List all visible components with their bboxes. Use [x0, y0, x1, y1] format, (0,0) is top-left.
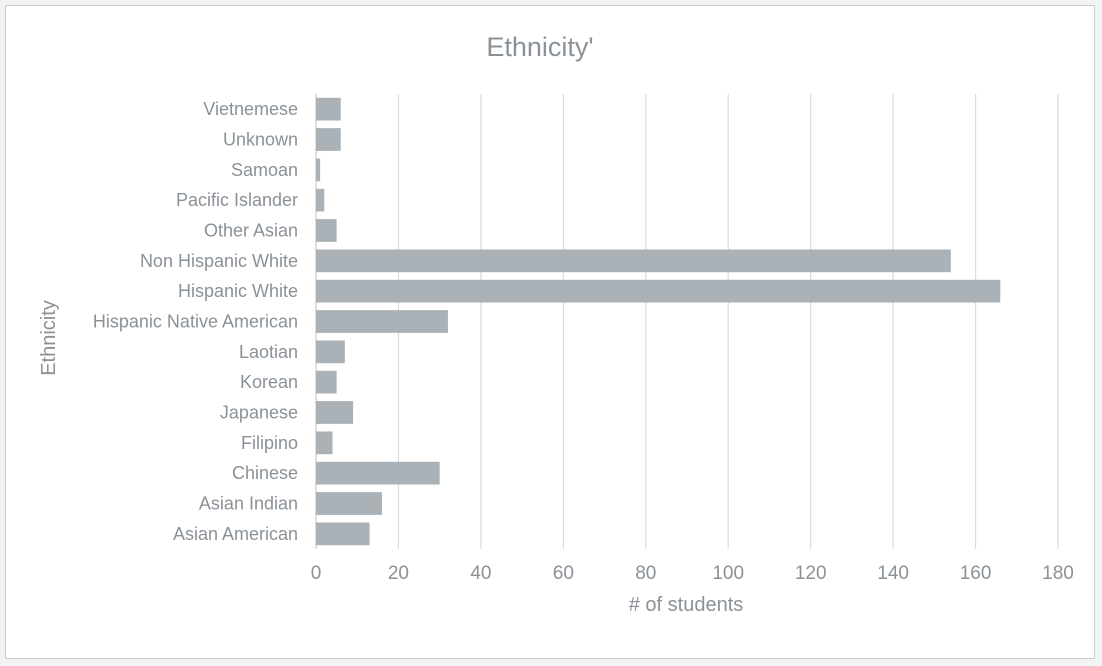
x-tick-label: 120 — [795, 563, 827, 584]
x-tick-label: 100 — [712, 563, 744, 584]
bar — [316, 249, 951, 273]
bar — [316, 128, 341, 151]
bars — [316, 97, 1001, 546]
category-labels: Vietnemese Unknown Samoan Pacific Islander O… — [93, 99, 298, 544]
category-label: Korean — [240, 372, 298, 392]
bar — [316, 97, 341, 121]
x-tick-label: 80 — [635, 563, 656, 584]
category-label: Pacific Islander — [176, 190, 298, 210]
category-label: Hispanic White — [178, 281, 298, 301]
category-label: Non Hispanic White — [140, 251, 298, 271]
category-label: Asian Indian — [199, 494, 298, 514]
y-axis-title: Ethnicity — [38, 300, 60, 376]
bar — [316, 188, 325, 212]
x-tick-label: 40 — [470, 563, 491, 584]
x-tick-label: 20 — [388, 563, 409, 584]
bar — [316, 370, 337, 394]
x-tick-label: 0 — [311, 563, 322, 584]
bar — [316, 219, 337, 242]
bar — [316, 461, 440, 485]
bar — [316, 522, 370, 546]
bar — [316, 401, 354, 424]
bar — [316, 158, 321, 182]
bar-chart: Ethnicity' Vietnemese Unknown Samoan Pacifi… — [38, 32, 1074, 616]
gridlines — [315, 94, 1059, 549]
category-label: Vietnemese — [203, 99, 298, 119]
category-label: Asian American — [173, 524, 298, 544]
x-axis-title: # of students — [629, 594, 744, 616]
x-tick-label: 180 — [1042, 563, 1074, 584]
chart-title: Ethnicity' — [486, 32, 593, 62]
x-tick-labels: 0 20 40 60 80 100 120 140 160 180 — [311, 563, 1074, 584]
bar — [316, 279, 1001, 303]
x-tick-label: 60 — [553, 563, 574, 584]
category-label: Hispanic Native American — [93, 312, 298, 332]
category-label: Japanese — [220, 403, 298, 423]
bar — [316, 492, 382, 515]
bar — [316, 340, 345, 364]
x-tick-label: 140 — [877, 563, 909, 584]
category-label: Other Asian — [204, 221, 298, 241]
chart-frame: Ethnicity' Vietnemese Unknown Samoan Pacifi… — [5, 5, 1095, 659]
category-label: Filipino — [241, 433, 298, 453]
category-label: Laotian — [239, 342, 298, 362]
bar — [316, 310, 448, 333]
category-label: Chinese — [232, 463, 298, 483]
x-tick-label: 160 — [960, 563, 992, 584]
category-label: Unknown — [223, 130, 298, 150]
bar — [316, 431, 333, 455]
category-label: Samoan — [231, 160, 298, 180]
